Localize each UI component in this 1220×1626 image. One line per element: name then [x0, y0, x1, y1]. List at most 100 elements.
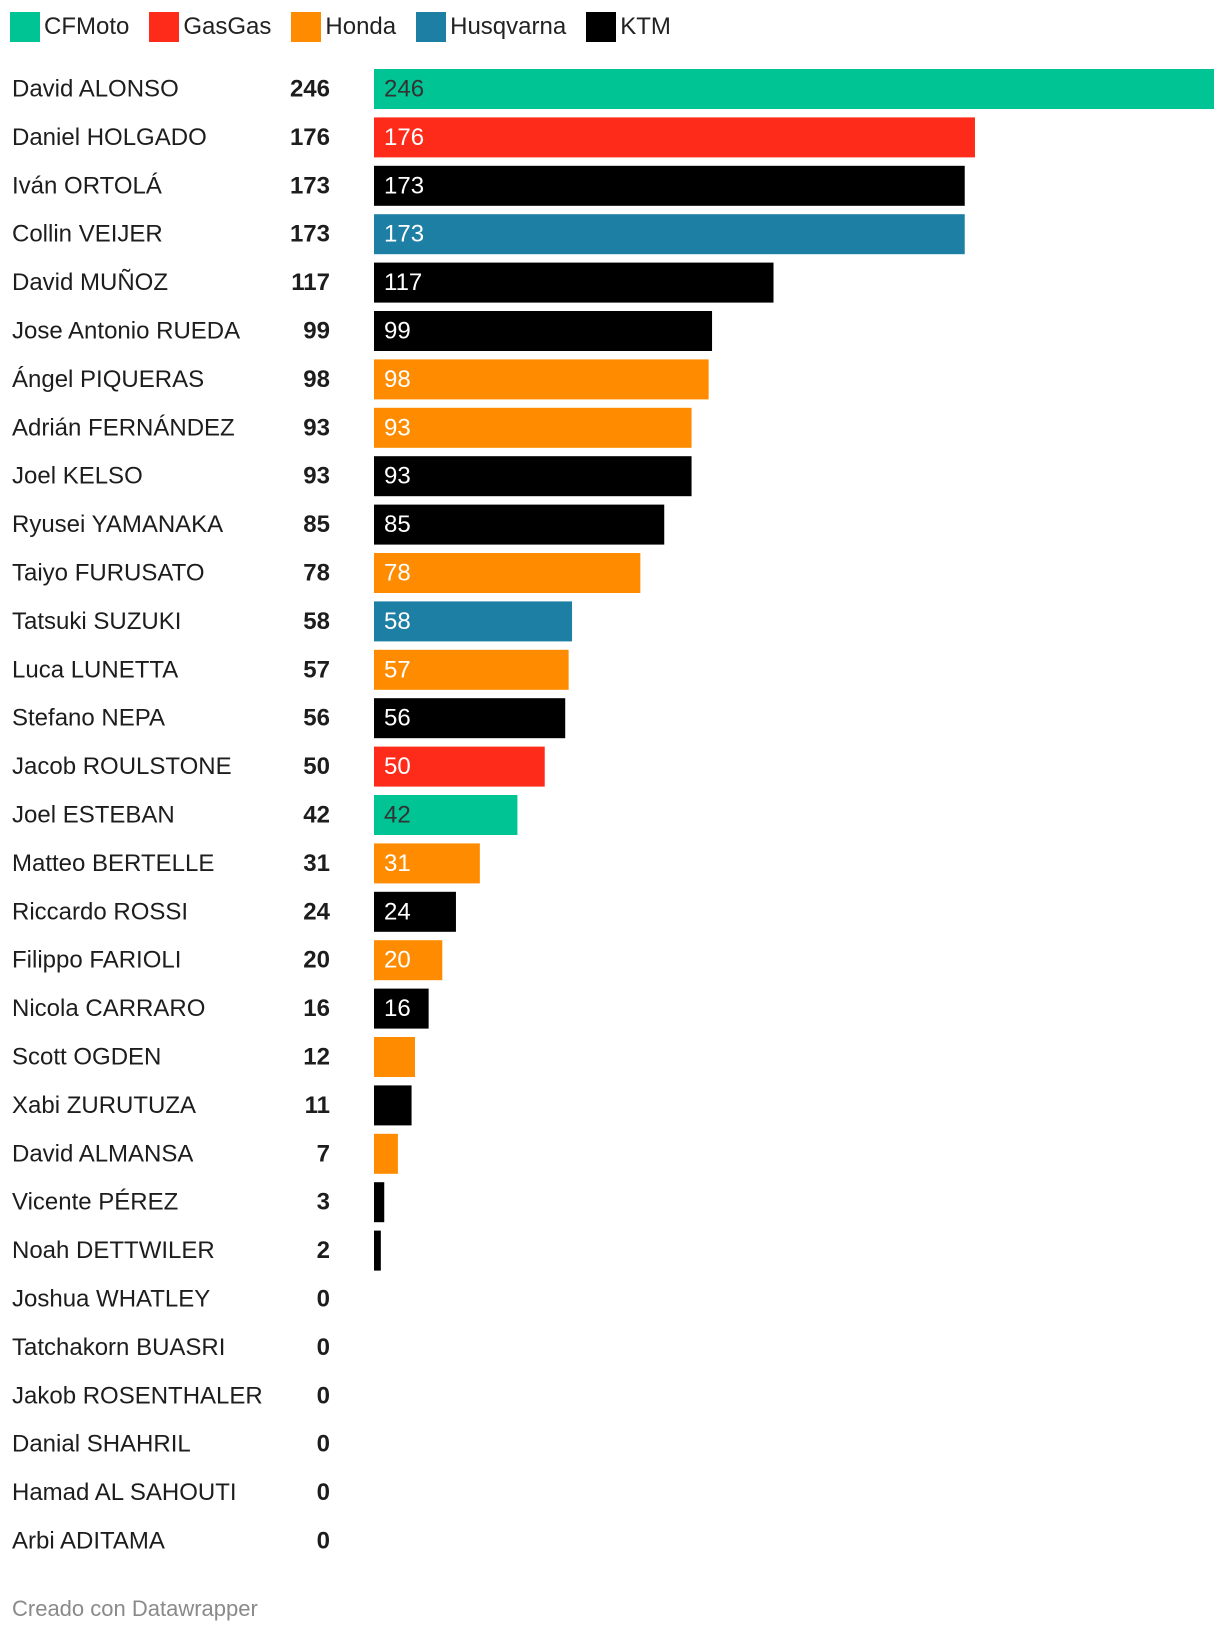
bar-value-label: 99 [384, 318, 411, 345]
bar-value-label: 98 [384, 366, 411, 393]
legend-label: GasGas [183, 13, 272, 40]
bar-value-label: 57 [384, 656, 411, 683]
row-value-label: 0 [317, 1382, 330, 1409]
bar [374, 165, 965, 206]
chart-legend: CFMoto GasGas Honda Husqvarna KTM [10, 10, 691, 44]
chart-row: Iván ORTOLÁ 173 173 [12, 165, 965, 206]
chart-row: David ALONSO 246 246 [12, 69, 1214, 109]
row-name-label: Daniel HOLGADO [12, 124, 207, 151]
row-value-label: 246 [290, 76, 330, 103]
bar [374, 214, 965, 255]
chart-row: Scott OGDEN 12 [12, 1037, 415, 1077]
legend-item-husqvarna: Husqvarna [416, 12, 566, 42]
bar [374, 69, 1214, 109]
bar [374, 407, 692, 448]
chart-row: Joel ESTEBAN 42 42 [12, 795, 518, 835]
row-name-label: Ryusei YAMANAKA [12, 511, 223, 538]
row-name-label: Taiyo FURUSATO [12, 560, 204, 587]
chart-row: Daniel HOLGADO 176 176 [12, 117, 975, 158]
row-value-label: 99 [303, 318, 330, 345]
chart-row: Luca LUNETTA 57 57 [12, 649, 569, 690]
chart-row: David ALMANSA 7 [12, 1133, 398, 1174]
chart-row: Collin VEIJER 173 173 [12, 214, 965, 255]
bar [374, 262, 774, 303]
row-value-label: 24 [303, 898, 330, 925]
bar-value-label: 78 [384, 560, 411, 587]
row-name-label: Hamad AL SAHOUTI [12, 1479, 237, 1506]
row-name-label: Collin VEIJER [12, 221, 163, 248]
row-value-label: 42 [303, 802, 330, 829]
bar-value-label: 31 [384, 850, 411, 877]
row-value-label: 0 [317, 1479, 330, 1506]
bar-value-label: 42 [384, 802, 411, 829]
row-name-label: Joshua WHATLEY [12, 1286, 210, 1313]
row-name-label: Ángel PIQUERAS [12, 366, 204, 393]
row-value-label: 3 [317, 1189, 330, 1216]
chart-row: Danial SHAHRIL 0 [12, 1431, 330, 1458]
legend-item-honda: Honda [291, 12, 396, 42]
chart-row: Noah DETTWILER 2 [12, 1230, 381, 1271]
bar [374, 795, 518, 835]
bar [374, 117, 975, 158]
row-value-label: 93 [303, 414, 330, 441]
bar-value-label: 20 [384, 947, 411, 974]
chart-row: Filippo FARIOLI 20 20 [12, 940, 443, 981]
row-value-label: 117 [291, 269, 330, 296]
legend-item-cfmoto: CFMoto [10, 12, 129, 42]
row-name-label: Vicente PÉREZ [12, 1189, 178, 1216]
chart-row: Joshua WHATLEY 0 [12, 1286, 330, 1313]
chart-row: Matteo BERTELLE 31 31 [12, 843, 480, 884]
chart-row: Tatsuki SUZUKI 58 58 [12, 601, 573, 642]
bar-value-label: 173 [384, 221, 424, 248]
row-name-label: Joel KELSO [12, 463, 143, 490]
bar-value-label: 85 [384, 511, 411, 538]
legend-swatch [416, 12, 447, 42]
legend-swatch [586, 12, 617, 42]
chart-row: Xabi ZURUTUZA 11 [12, 1085, 412, 1126]
legend-swatch [10, 12, 40, 42]
row-name-label: Xabi ZURUTUZA [12, 1092, 196, 1119]
chart-row: Arbi ADITAMA 0 [12, 1528, 330, 1555]
row-value-label: 2 [317, 1237, 330, 1264]
chart-row: Hamad AL SAHOUTI 0 [12, 1479, 330, 1506]
row-value-label: 31 [303, 850, 330, 877]
row-name-label: Riccardo ROSSI [12, 898, 188, 925]
row-value-label: 50 [303, 753, 330, 780]
row-value-label: 93 [303, 463, 330, 490]
bar-value-label: 93 [384, 463, 411, 490]
chart-row: Jakob ROSENTHALER 0 [12, 1382, 330, 1409]
legend-label: CFMoto [44, 13, 130, 40]
chart-row: David MUÑOZ 117 117 [12, 262, 774, 303]
row-value-label: 58 [303, 608, 330, 635]
row-value-label: 0 [317, 1334, 330, 1361]
row-value-label: 7 [317, 1140, 330, 1167]
bar-value-label: 117 [384, 269, 422, 296]
bar [374, 891, 456, 932]
bar-value-label: 56 [384, 705, 411, 732]
legend-swatch [291, 12, 322, 42]
legend-label: Husqvarna [450, 13, 567, 40]
legend-swatch [149, 12, 180, 42]
row-value-label: 0 [317, 1528, 330, 1555]
row-name-label: Luca LUNETTA [12, 656, 178, 683]
bar-value-label: 24 [384, 898, 411, 925]
chart-row: Nicola CARRARO 16 16 [12, 988, 429, 1029]
row-name-label: Nicola CARRARO [12, 995, 205, 1022]
row-name-label: Tatchakorn BUASRI [12, 1334, 225, 1361]
bar [374, 456, 692, 497]
row-value-label: 0 [317, 1431, 330, 1458]
bar [374, 311, 713, 351]
legend-item-gasgas: GasGas [149, 12, 271, 42]
chart-row: Taiyo FURUSATO 78 78 [12, 553, 641, 593]
row-name-label: Tatsuki SUZUKI [12, 608, 181, 635]
row-value-label: 57 [303, 656, 330, 683]
chart-row: Vicente PÉREZ 3 [12, 1182, 385, 1223]
legend-item-ktm: KTM [586, 12, 671, 42]
row-name-label: Iván ORTOLÁ [12, 172, 162, 199]
chart-row: Stefano NEPA 56 56 [12, 698, 566, 739]
bar-value-label: 173 [384, 172, 424, 199]
row-value-label: 173 [290, 172, 330, 199]
row-name-label: Danial SHAHRIL [12, 1431, 191, 1458]
row-name-label: Jacob ROULSTONE [12, 753, 232, 780]
bar [374, 843, 480, 884]
